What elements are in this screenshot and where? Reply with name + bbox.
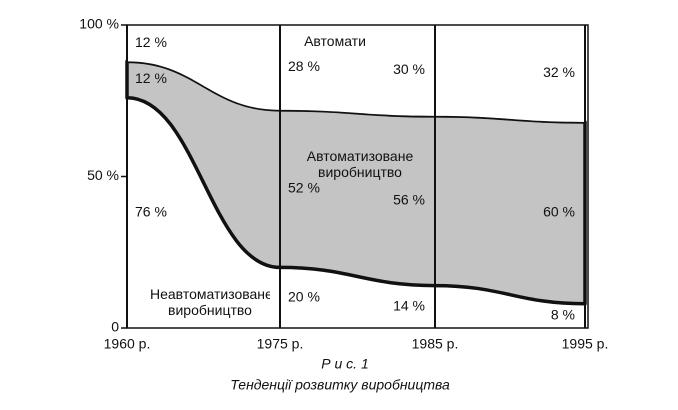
value-label: 20 % (288, 288, 320, 304)
x-tick-label: 1960 р. (104, 336, 151, 352)
y-tick-label: 100 % (79, 16, 119, 32)
series-name-box: Неавтоматизоване виробництво (150, 286, 270, 318)
x-tick-label: 1985 р. (412, 336, 459, 352)
chart-title: Тенденції розвитку виробництва (230, 377, 450, 393)
series-name: Неавтоматизоване виробництво (150, 286, 270, 318)
figure-label: Р и с. 1 (321, 356, 368, 372)
value-label: 14 % (393, 297, 425, 313)
series-name: Автоматизоване виробництво (306, 148, 414, 180)
value-label: 30 % (393, 61, 425, 77)
value-label: 52 % (288, 179, 320, 195)
area (127, 97, 585, 328)
value-label: 12 % (135, 34, 167, 50)
x-tick-label: 1975 р. (257, 336, 304, 352)
value-label: 28 % (288, 58, 320, 74)
series-name: Автомати (290, 33, 380, 49)
value-label: 76 % (135, 204, 167, 220)
series-name-box: Автоматизоване виробництво (306, 148, 414, 180)
area (127, 25, 585, 122)
y-tick-label: 50 % (87, 167, 119, 183)
value-label: 12 % (135, 70, 167, 86)
value-label: 8 % (551, 307, 575, 323)
x-tick-label: 1995 р. (562, 336, 609, 352)
value-label: 60 % (543, 204, 575, 220)
value-label: 56 % (393, 191, 425, 207)
series-name-box: Автомати (290, 33, 380, 49)
value-label: 32 % (543, 64, 575, 80)
y-tick-label: 0 (111, 319, 119, 335)
